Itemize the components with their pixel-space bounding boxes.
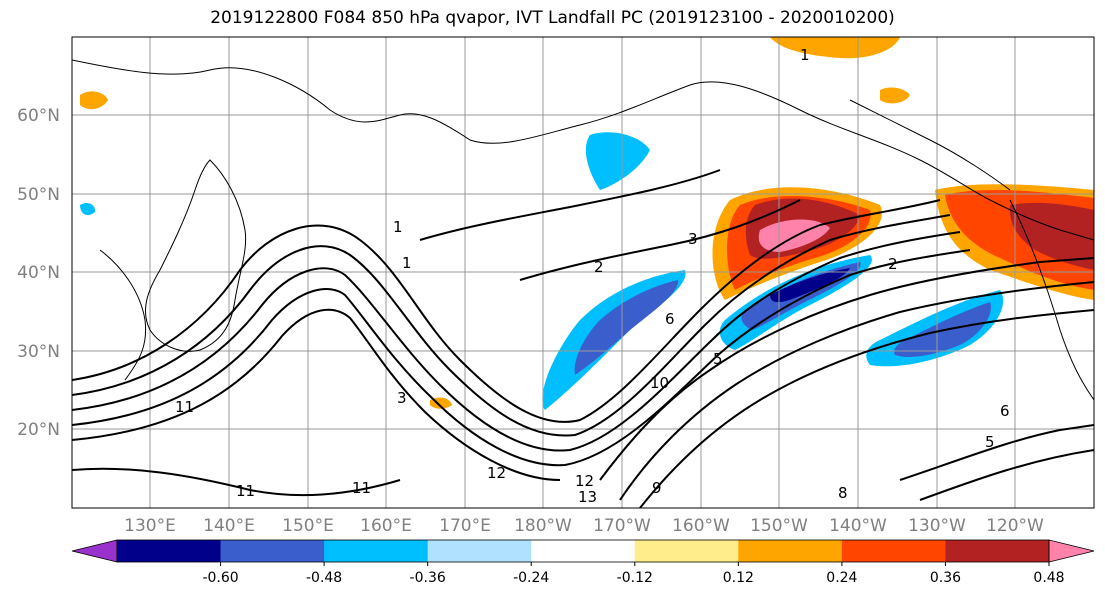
- contour-label: 6: [665, 310, 675, 328]
- lon-label: 180°W: [514, 516, 572, 536]
- map-border: [71, 36, 1095, 509]
- lon-label: 170°E: [439, 516, 491, 536]
- lon-label: 120°W: [986, 516, 1044, 536]
- colorbar-box: [841, 540, 946, 562]
- colorbar-tick-label: 0.36: [930, 570, 961, 586]
- colorbar-box: [738, 540, 843, 562]
- lon-label: 140°E: [203, 516, 255, 536]
- contour-label: 1: [393, 218, 403, 236]
- colorbar-tick-label: 0.24: [826, 570, 857, 586]
- colorbar-box: [634, 540, 739, 562]
- contour-label: 1: [800, 46, 810, 64]
- lat-label: 30°N: [17, 342, 60, 362]
- lon-label: 170°W: [593, 516, 651, 536]
- colorbar-tick-label: -0.36: [410, 570, 446, 586]
- colorbar-tick-labels: -0.60 -0.48 -0.36 -0.24 -0.12 0.12 0.24 0.36 0.4…: [202, 562, 1065, 586]
- contour-label: 1: [402, 254, 412, 272]
- colorbar-box: [945, 540, 1050, 562]
- contour-label: 13: [578, 488, 597, 506]
- coastlines: [72, 59, 1094, 401]
- negative-anomaly-shading: [80, 132, 1004, 410]
- graticule: [72, 37, 1094, 508]
- lat-label: 60°N: [17, 106, 60, 126]
- contour-label: 12: [487, 464, 506, 482]
- lat-label: 20°N: [17, 420, 60, 440]
- map-title: 2019122800 F084 850 hPa qvapor, IVT Land…: [210, 8, 895, 28]
- colorbar-box: [117, 540, 222, 562]
- colorbar-tick-label: 0.48: [1033, 570, 1064, 586]
- contour-label: 5: [713, 350, 723, 368]
- contour-label: 3: [397, 389, 407, 407]
- colorbar: [71, 539, 1095, 563]
- lon-label: 140°W: [829, 516, 887, 536]
- colorbar-tick-label: -0.48: [306, 570, 342, 586]
- ivt-contours: [72, 169, 1094, 508]
- colorbar-tick-label: -0.60: [202, 570, 238, 586]
- contour-label: 12: [575, 472, 594, 490]
- lon-label: 130°E: [124, 516, 176, 536]
- contour-label: 3: [688, 230, 698, 248]
- colorbar-box: [220, 540, 325, 562]
- colorbar-border: [116, 539, 1050, 563]
- lon-label: 150°E: [282, 516, 334, 536]
- latitude-labels: 60°N 50°N 40°N 30°N 20°N: [17, 106, 60, 440]
- map-panel[interactable]: 1 1 1 2 3 3 6 10 11 11 11 12 12 13 5 9 2…: [72, 37, 1094, 508]
- longitude-labels: 130°E 140°E 150°E 160°E 170°E 180°W 170°…: [124, 516, 1044, 536]
- lon-label: 160°E: [360, 516, 412, 536]
- contour-label: 11: [236, 482, 255, 500]
- lat-label: 50°N: [17, 185, 60, 205]
- colorbar-box: [531, 540, 636, 562]
- colorbar-tick-label: -0.12: [617, 570, 653, 586]
- colorbar-tick-label: 0.12: [723, 570, 754, 586]
- contour-label: 2: [594, 258, 604, 276]
- colorbar-extend-low: [71, 539, 118, 563]
- lat-label: 40°N: [17, 263, 60, 283]
- contour-labels: 1 1 1 2 3 3 6 10 11 11 11 12 12 13 5 9 2…: [175, 46, 1010, 506]
- colorbar-tick-label: -0.24: [513, 570, 549, 586]
- contour-label: 11: [352, 479, 371, 497]
- colorbar-box: [427, 540, 532, 562]
- contour-label: 2: [888, 255, 898, 273]
- colorbar-box: [324, 540, 429, 562]
- contour-label: 10: [650, 374, 669, 392]
- lon-label: 160°W: [672, 516, 730, 536]
- colorbar-extend-high: [1048, 539, 1095, 563]
- contour-label: 5: [985, 433, 995, 451]
- contour-label: 6: [1000, 402, 1010, 420]
- contour-label: 9: [652, 479, 662, 497]
- contour-label: 11: [175, 398, 194, 416]
- lon-label: 130°W: [908, 516, 966, 536]
- contour-label: 8: [838, 484, 848, 502]
- lon-label: 150°W: [750, 516, 808, 536]
